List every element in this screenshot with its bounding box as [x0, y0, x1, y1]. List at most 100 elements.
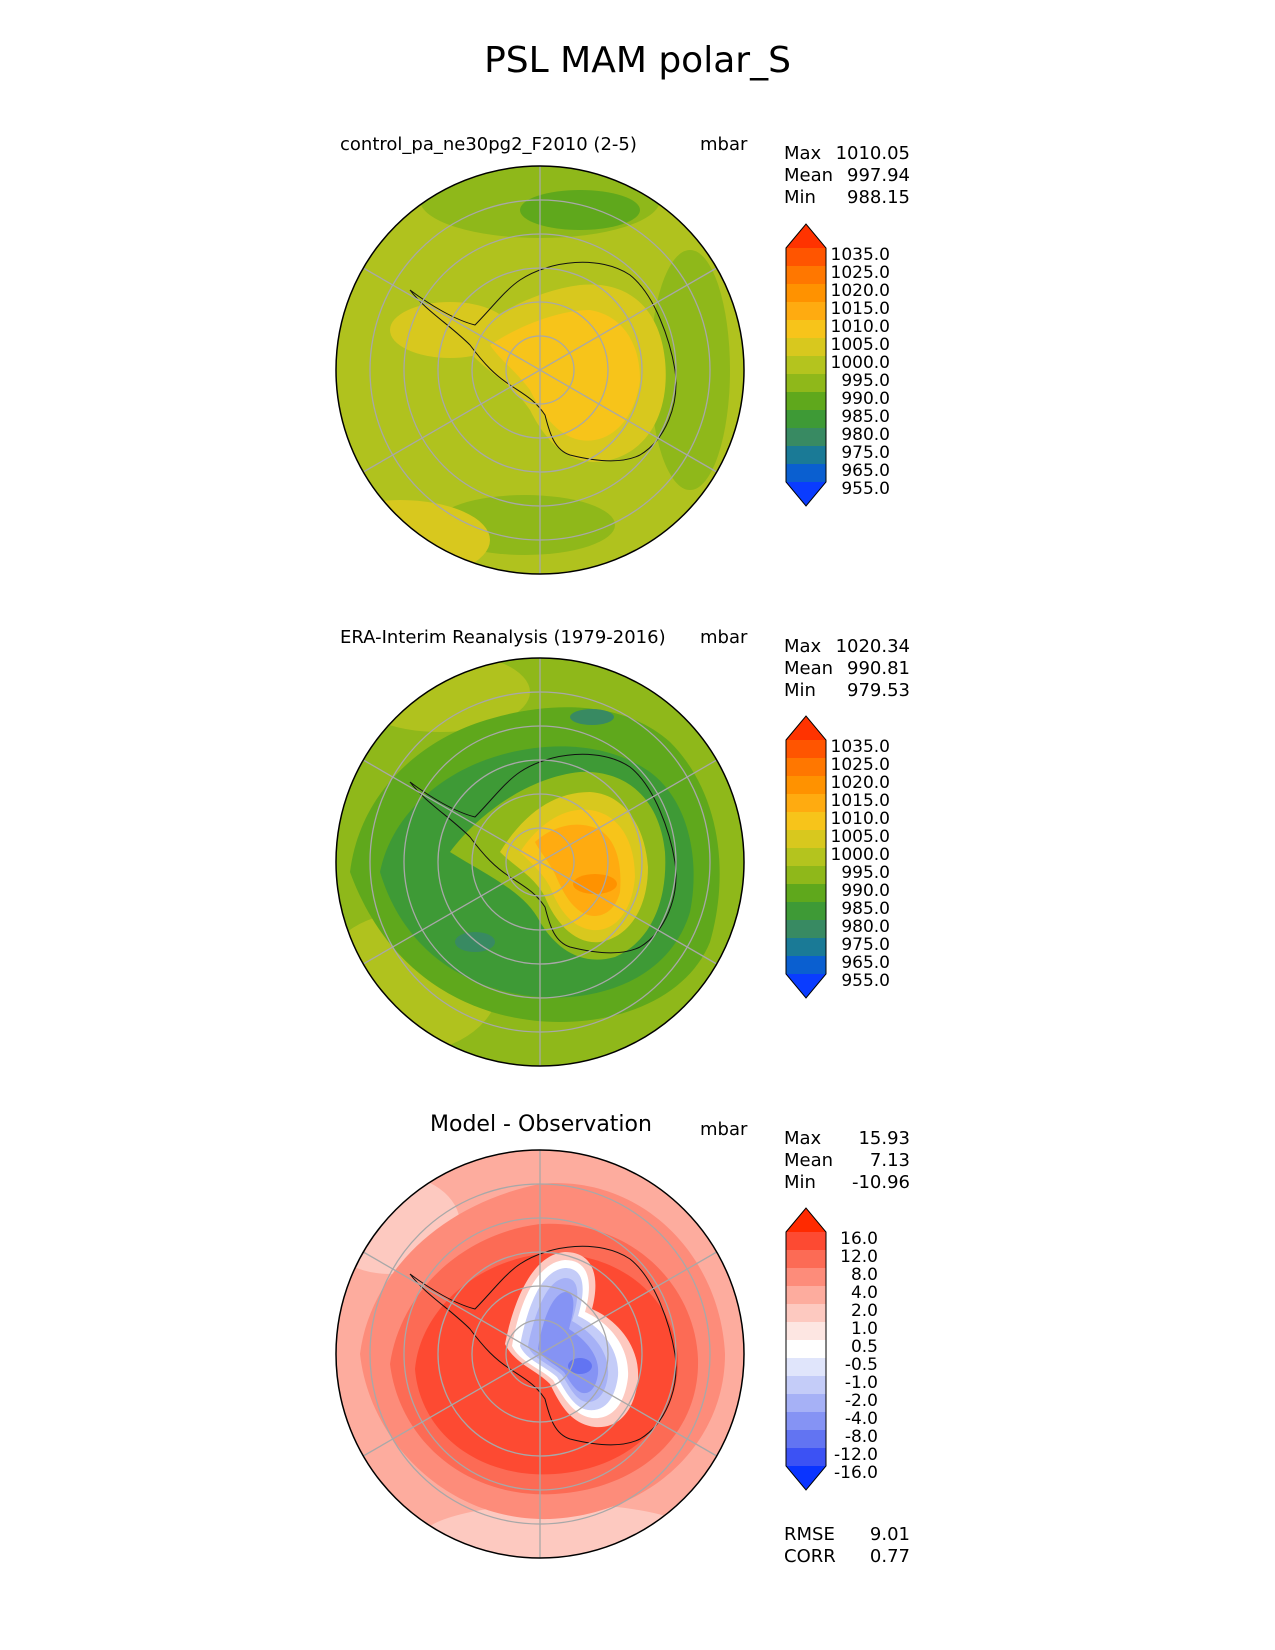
tick-label: 0.5	[850, 1337, 878, 1357]
tick-label: 1015.0	[830, 791, 890, 811]
polar-map-diff	[335, 1149, 745, 1559]
graticule	[362, 166, 718, 574]
field-contour	[455, 932, 495, 952]
tick-label: 1020.0	[830, 773, 890, 793]
colorbar-band	[786, 848, 826, 867]
tick-label: -0.5	[844, 1355, 878, 1375]
colorbar-band	[786, 1322, 826, 1341]
tick-label: 980.0	[841, 425, 890, 445]
tick-label: 8.0	[850, 1265, 878, 1285]
colorbar-band	[786, 464, 826, 483]
colorbar-outline	[785, 1207, 827, 1491]
tick-label: 1000.0	[830, 353, 890, 373]
tick-label: 990.0	[841, 389, 890, 409]
field-contour	[650, 250, 730, 490]
tick-label: -2.0	[844, 1391, 878, 1411]
stats-box-model: Max 1010.05 Mean 997.94 Min 988.15	[784, 143, 910, 209]
colorbar-band	[786, 956, 826, 975]
stat-min: Min -10.96	[784, 1172, 910, 1193]
colorbar-diff	[784, 1206, 828, 1500]
colorbar-band	[786, 1268, 826, 1287]
stat-mean: Mean 7.13	[784, 1150, 910, 1171]
colorbar-band	[786, 356, 826, 375]
stat-corr: CORR 0.77	[784, 1546, 910, 1567]
field-contour	[573, 874, 617, 894]
colorbar-band	[786, 374, 826, 393]
colorbar-band	[786, 1358, 826, 1377]
colorbar-obs	[784, 714, 828, 1008]
colorbar-band	[786, 812, 826, 831]
tick-label: 965.0	[841, 953, 890, 973]
colorbar-band	[786, 284, 826, 303]
tick-label: 1035.0	[830, 245, 890, 265]
tick-label: 990.0	[841, 881, 890, 901]
stats-box-obs: Max 1020.34 Mean 990.81 Min 979.53	[784, 636, 910, 702]
tick-label: -12.0	[834, 1445, 878, 1465]
coastline	[409, 753, 677, 954]
colorbar-extend-bottom	[786, 1466, 826, 1490]
colorbar-labels-diff: 16.0 12.0 8.0 4.0 2.0 1.0 0.5 -0.5 -1.0 …	[812, 1230, 878, 1482]
colorbar-band	[786, 338, 826, 357]
colorbar-band	[786, 1412, 826, 1431]
tick-label: -1.0	[844, 1373, 878, 1393]
tick-label: 975.0	[841, 935, 890, 955]
field-contour	[520, 190, 640, 230]
tick-label: 965.0	[841, 461, 890, 481]
colorbar-band	[786, 1448, 826, 1467]
colorbar-outline	[785, 715, 827, 999]
stat-rmse: RMSE 9.01	[784, 1524, 910, 1545]
colorbar-band	[786, 1340, 826, 1359]
colorbar-extend-top	[786, 1208, 826, 1232]
colorbar-extend-bottom	[786, 482, 826, 506]
stat-max: Max 1010.05	[784, 143, 910, 164]
field-contour	[568, 1358, 592, 1374]
colorbar-band	[786, 266, 826, 285]
units-label-diff: mbar	[700, 1119, 748, 1140]
tick-label: 1010.0	[830, 809, 890, 829]
colorbar-band	[786, 1394, 826, 1413]
stat-min: Min 979.53	[784, 680, 910, 701]
colorbar-band	[786, 320, 826, 339]
tick-label: 1025.0	[830, 755, 890, 775]
map-boundary	[335, 657, 745, 1067]
colorbar-band	[786, 392, 826, 411]
tick-label: 1005.0	[830, 335, 890, 355]
tick-label: 955.0	[841, 479, 890, 499]
tick-label: 1020.0	[830, 281, 890, 301]
graticule	[362, 1150, 718, 1558]
colorbar-band	[786, 920, 826, 939]
colorbar-labels-model: 1035.0 1025.0 1020.0 1015.0 1010.0 1005.…	[812, 245, 890, 498]
polar-map-obs	[335, 657, 745, 1067]
tick-label: 1035.0	[830, 737, 890, 757]
colorbar-outline	[785, 223, 827, 507]
tick-label: 2.0	[850, 1301, 878, 1321]
stat-max: Max 1020.34	[784, 636, 910, 657]
stat-mean: Mean 990.81	[784, 658, 910, 679]
colorbar-band	[786, 1232, 826, 1251]
colorbar-extend-top	[786, 716, 826, 740]
polar-map-model	[335, 165, 745, 575]
tick-label: 985.0	[841, 899, 890, 919]
tick-label: 955.0	[841, 971, 890, 991]
coastline	[409, 261, 677, 462]
tick-label: 1005.0	[830, 827, 890, 847]
tick-label: -16.0	[834, 1463, 878, 1483]
graticule	[362, 658, 718, 1066]
tick-label: 995.0	[841, 863, 890, 883]
colorbar-extend-top	[786, 224, 826, 248]
tick-label: 1010.0	[830, 317, 890, 337]
colorbar-band	[786, 1286, 826, 1305]
colorbar-band	[786, 902, 826, 921]
tick-label: 995.0	[841, 371, 890, 391]
colorbar-labels-obs: 1035.0 1025.0 1020.0 1015.0 1010.0 1005.…	[812, 737, 890, 990]
colorbar-band	[786, 302, 826, 321]
colorbar-band	[786, 758, 826, 777]
footer-stats-diff: RMSE 9.01 CORR 0.77	[784, 1524, 910, 1568]
colorbar-band	[786, 1250, 826, 1269]
tick-label: -8.0	[844, 1427, 878, 1447]
colorbar-band	[786, 866, 826, 885]
panel-title-diff: Model - Observation	[430, 1112, 652, 1137]
colorbar-band	[786, 1304, 826, 1323]
colorbar-model	[784, 222, 828, 516]
tick-label: -4.0	[844, 1409, 878, 1429]
